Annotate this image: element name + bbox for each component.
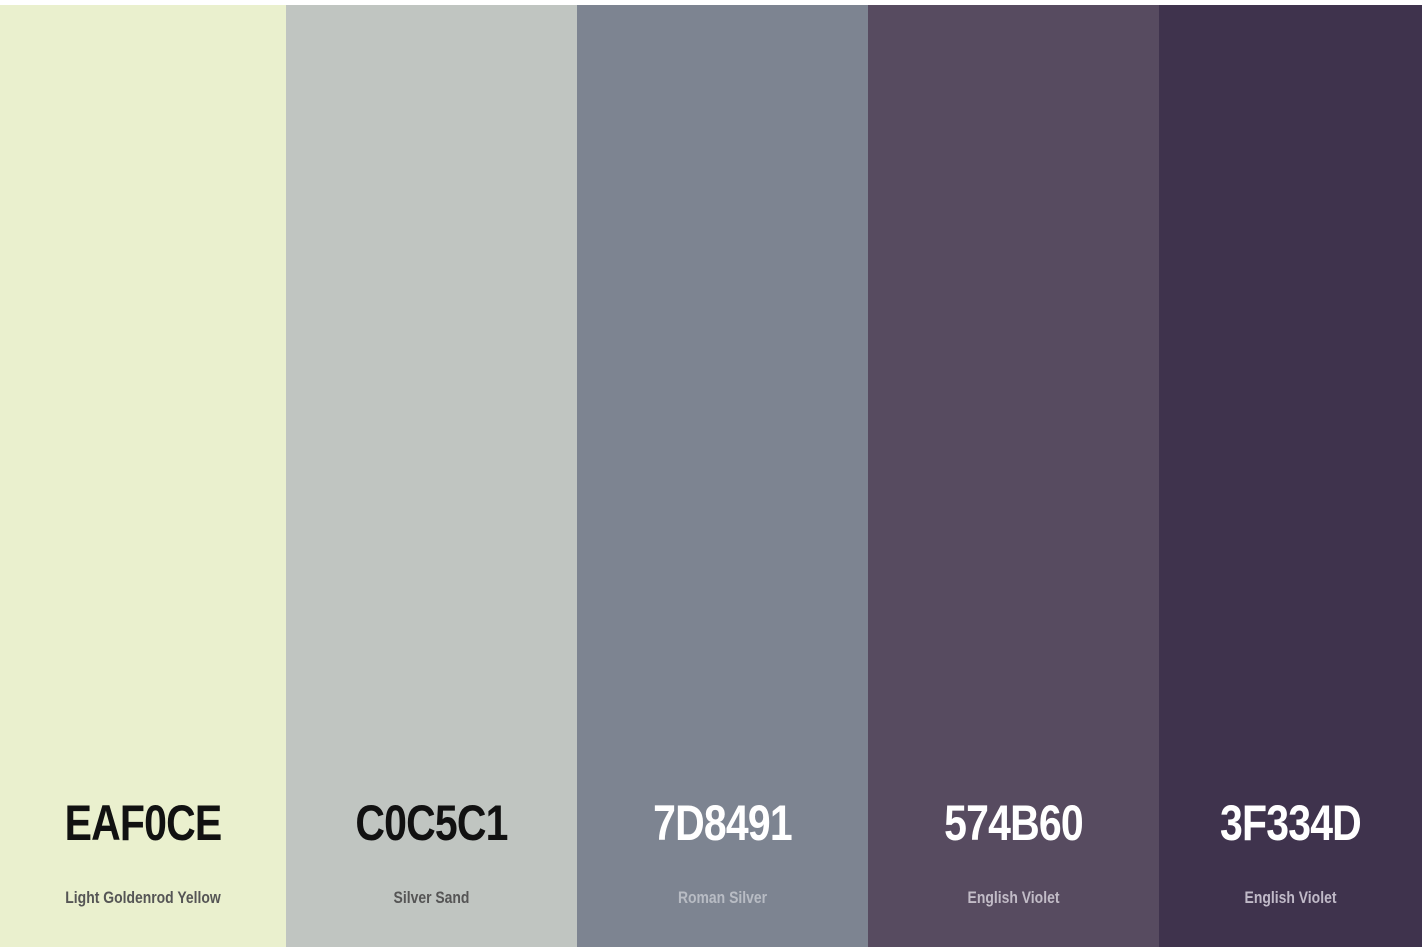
swatch-hex-code: 7D8491 — [653, 795, 793, 851]
swatch-color-name: Silver Sand — [393, 888, 470, 907]
color-palette: EAF0CE Light Goldenrod Yellow C0C5C1 Sil… — [0, 5, 1422, 947]
color-swatch-3f334d[interactable]: 3F334D English Violet — [1159, 5, 1422, 947]
swatch-color-name: Roman Silver — [677, 888, 768, 907]
swatch-hex-code: 3F334D — [1220, 795, 1362, 851]
color-swatch-574b60[interactable]: 574B60 English Violet — [868, 5, 1159, 947]
swatch-color-name: Light Goldenrod Yellow — [65, 888, 221, 907]
color-swatch-c0c5c1[interactable]: C0C5C1 Silver Sand — [286, 5, 577, 947]
swatch-hex-code: EAF0CE — [64, 795, 223, 851]
swatch-hex-code: C0C5C1 — [355, 795, 508, 851]
swatch-color-name: English Violet — [1244, 888, 1337, 907]
color-swatch-7d8491[interactable]: 7D8491 Roman Silver — [577, 5, 868, 947]
color-swatch-eaf0ce[interactable]: EAF0CE Light Goldenrod Yellow — [0, 5, 286, 947]
swatch-color-name: English Violet — [967, 888, 1060, 907]
swatch-hex-code: 574B60 — [944, 795, 1084, 851]
